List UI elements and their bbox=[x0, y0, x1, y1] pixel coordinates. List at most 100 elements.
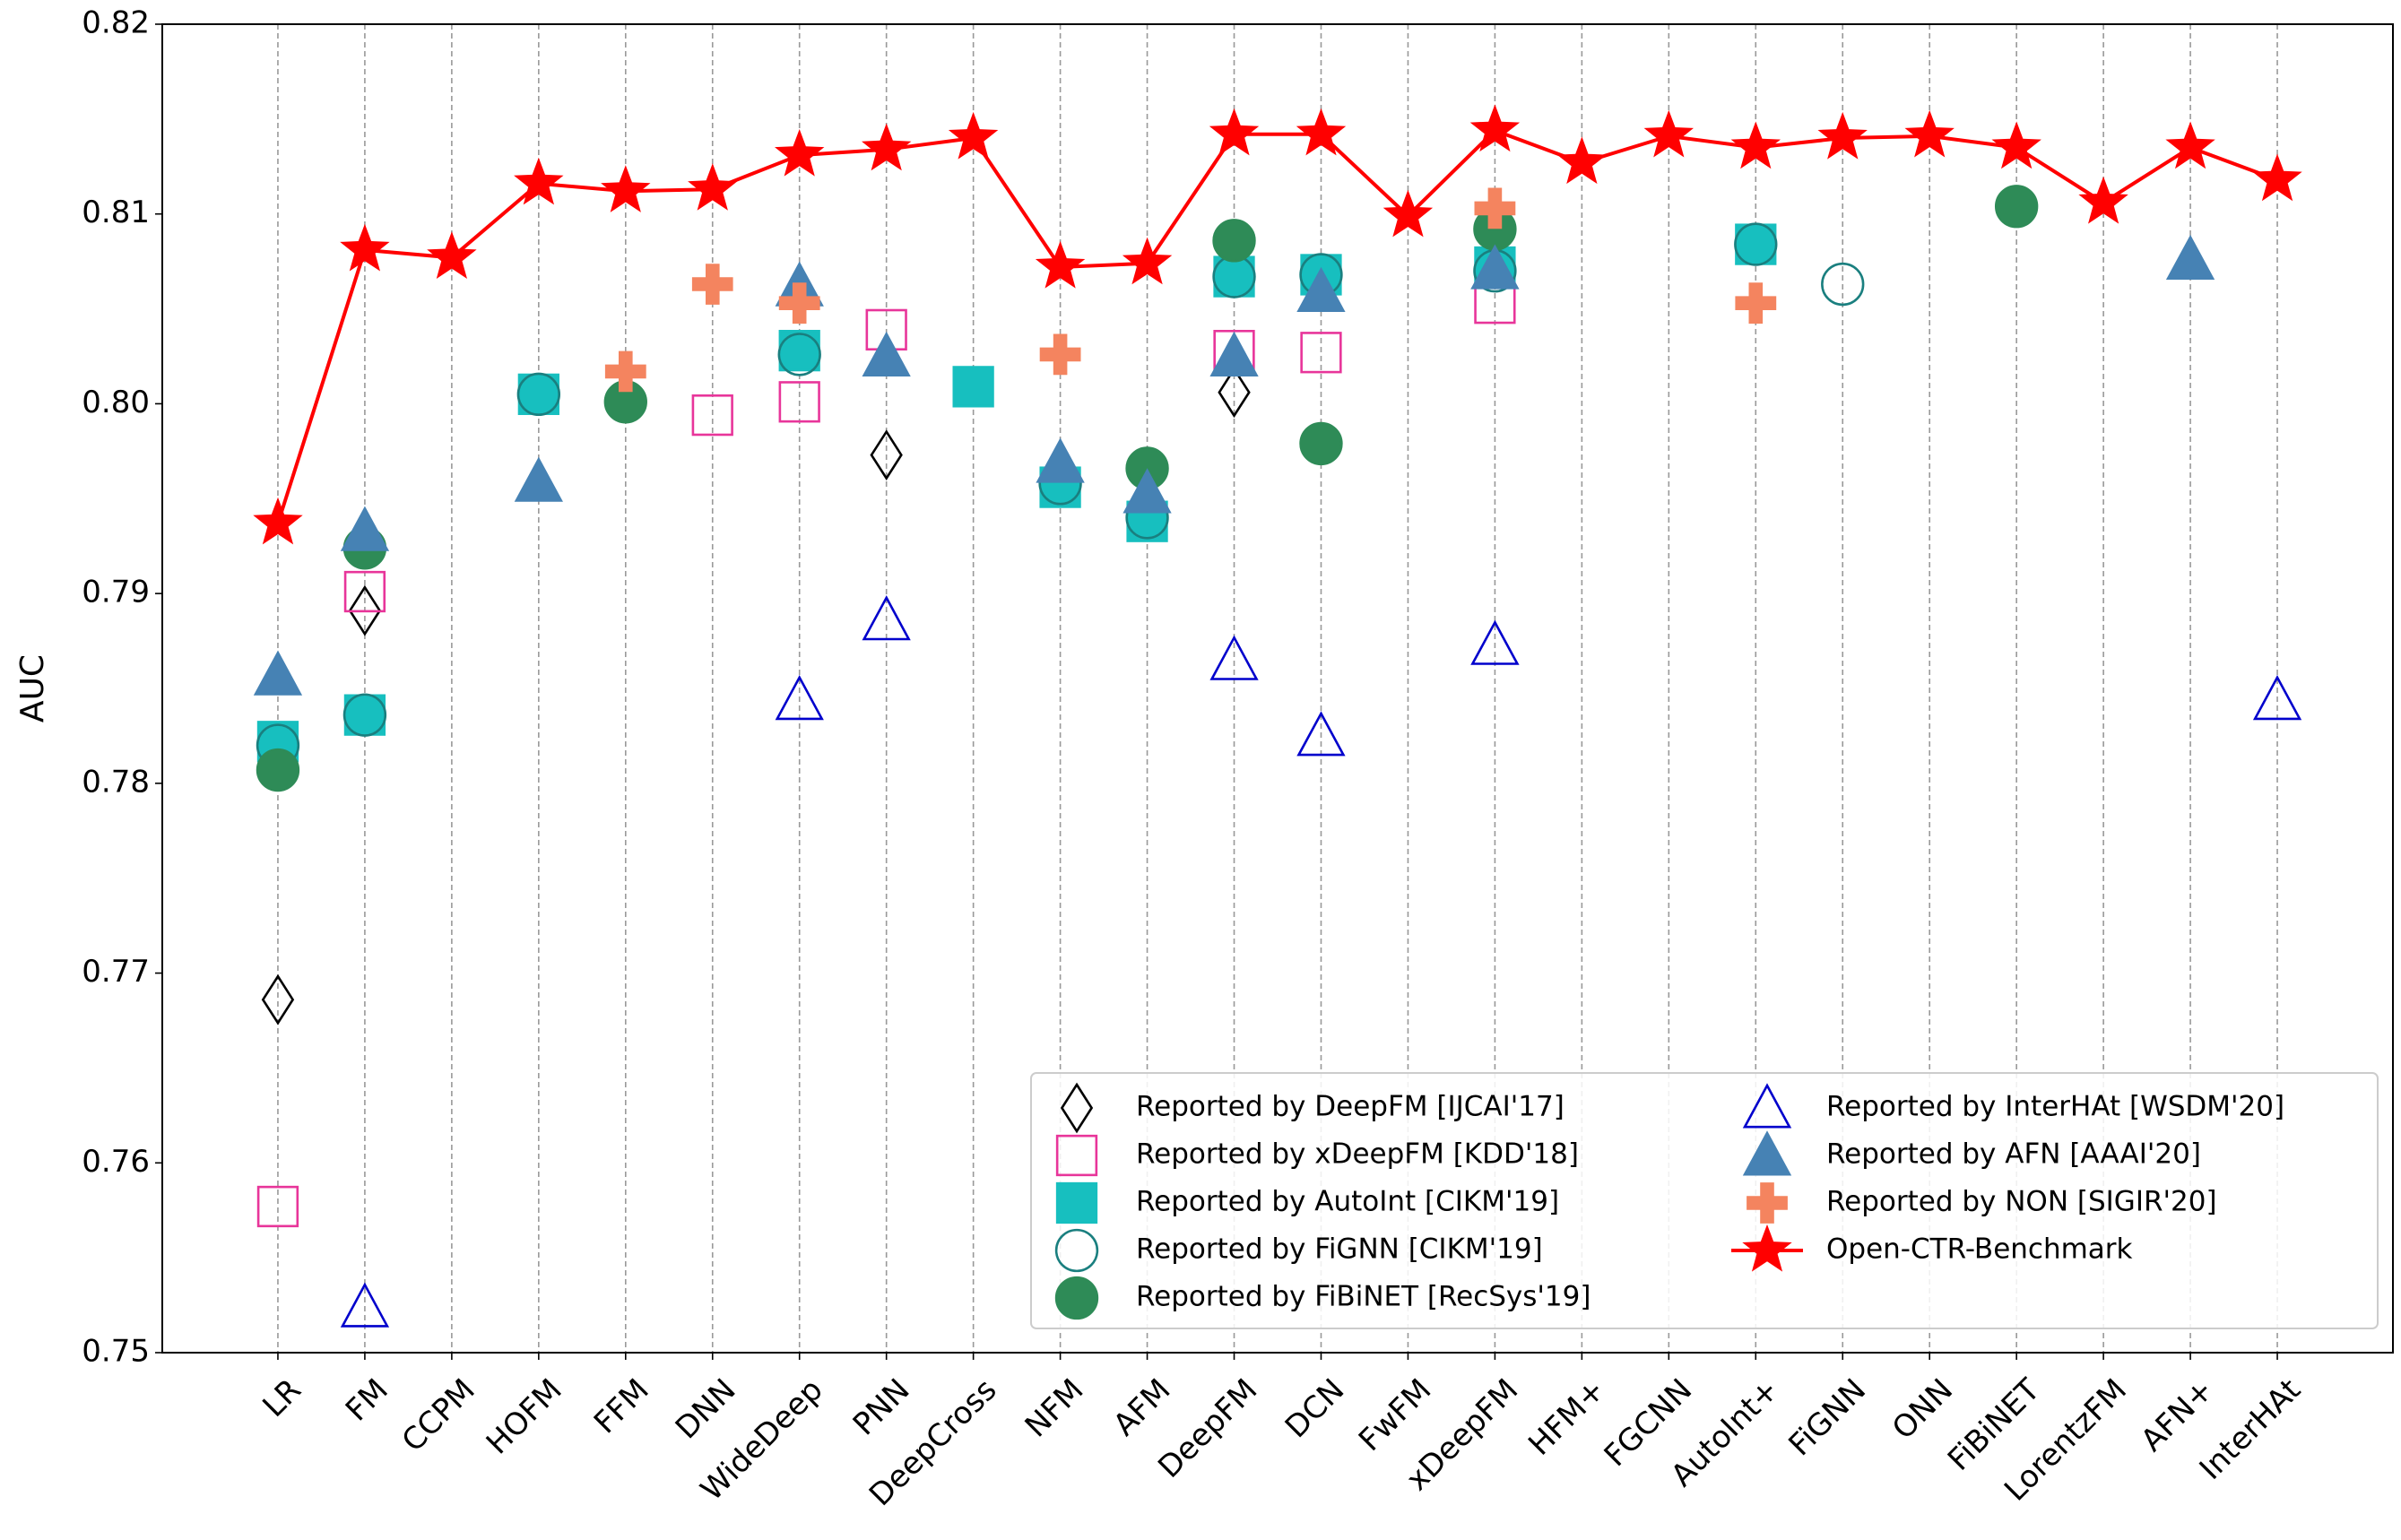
star-marker bbox=[2252, 153, 2302, 202]
star-marker bbox=[1556, 136, 1608, 185]
legend-marker bbox=[1055, 1134, 1098, 1177]
square-marker bbox=[691, 394, 733, 437]
legend-marker bbox=[1742, 1083, 1792, 1129]
x-tick-label: PNN bbox=[846, 1372, 917, 1443]
series-line bbox=[276, 128, 2278, 524]
star-marker bbox=[1817, 111, 1868, 160]
star-marker bbox=[2078, 176, 2128, 224]
triangle-marker bbox=[253, 650, 303, 696]
triangle-marker bbox=[340, 1282, 390, 1328]
plus-marker bbox=[778, 282, 820, 324]
legend-label: Reported by InterHAt [WSDM'20] bbox=[1826, 1091, 2284, 1123]
circle-marker bbox=[256, 748, 300, 792]
series bbox=[256, 185, 2039, 792]
legend-label: Reported by FiBiNET [RecSys'19] bbox=[1136, 1281, 1591, 1313]
diamond-marker bbox=[348, 584, 382, 636]
triangle-marker bbox=[2165, 234, 2215, 281]
star-marker bbox=[340, 223, 390, 272]
star-marker bbox=[1035, 240, 1086, 289]
star-marker bbox=[775, 129, 825, 177]
square-marker bbox=[1300, 332, 1342, 374]
legend-marker bbox=[1747, 1182, 1788, 1224]
star-marker bbox=[1904, 109, 1955, 158]
x-tick-label: CCPM bbox=[395, 1372, 482, 1459]
star-marker bbox=[1383, 189, 1434, 238]
plus-marker bbox=[1039, 333, 1081, 376]
series bbox=[256, 282, 1516, 1228]
legend-label: Reported by xDeepFM [KDD'18] bbox=[1136, 1138, 1579, 1171]
legend-marker bbox=[1054, 1228, 1099, 1273]
star-marker bbox=[1122, 237, 1173, 285]
x-tick-label: AFM bbox=[1106, 1372, 1177, 1443]
square-marker bbox=[256, 1185, 299, 1228]
plus-marker bbox=[1735, 282, 1777, 324]
y-axis-label: AUC bbox=[14, 654, 51, 722]
legend-label: Open-CTR-Benchmark bbox=[1826, 1233, 2133, 1266]
star-marker bbox=[688, 163, 738, 211]
circle-marker bbox=[516, 372, 561, 417]
star-marker bbox=[1296, 108, 1347, 156]
y-tick-label: 0.82 bbox=[82, 5, 150, 41]
circle-marker bbox=[1734, 222, 1778, 266]
legend-label: Reported by AutoInt [CIKM'19] bbox=[1136, 1186, 1559, 1218]
triangle-marker bbox=[862, 331, 911, 377]
x-tick-label: FFM bbox=[587, 1372, 656, 1441]
triangle-marker bbox=[862, 595, 911, 641]
star-marker bbox=[514, 157, 564, 205]
legend-marker bbox=[1742, 1130, 1792, 1176]
series bbox=[340, 595, 2302, 1328]
legend-label: Reported by NON [SIGIR'20] bbox=[1826, 1186, 2217, 1218]
y-tick-label: 0.81 bbox=[82, 195, 150, 230]
triangle-marker bbox=[514, 456, 563, 502]
legend-marker bbox=[1742, 1224, 1792, 1272]
x-tick-label: ONN bbox=[1885, 1372, 1960, 1447]
star-marker bbox=[1991, 121, 2041, 169]
star-marker bbox=[1730, 121, 1781, 169]
y-tick-label: 0.76 bbox=[82, 1144, 150, 1180]
plus-marker bbox=[1474, 187, 1516, 229]
triangle-marker bbox=[1209, 635, 1259, 680]
star-marker bbox=[601, 165, 651, 212]
x-tick-label: LR bbox=[256, 1372, 308, 1424]
y-tick-label: 0.78 bbox=[82, 764, 150, 800]
circle-marker bbox=[1299, 421, 1343, 466]
legend-marker bbox=[1054, 1276, 1099, 1320]
series bbox=[261, 367, 1251, 1025]
x-tick-label: DCN bbox=[1279, 1372, 1352, 1446]
plus-marker bbox=[604, 350, 646, 393]
star-marker bbox=[1643, 109, 1694, 158]
diamond-marker bbox=[1218, 367, 1251, 419]
x-tick-label: HOFM bbox=[480, 1372, 569, 1462]
star-marker bbox=[948, 111, 999, 160]
square-marker bbox=[778, 330, 820, 372]
x-tick-label: FM bbox=[339, 1372, 395, 1429]
plus-marker bbox=[691, 264, 733, 305]
triangle-marker bbox=[1296, 266, 1346, 313]
triangle-marker bbox=[1296, 711, 1346, 757]
triangle-marker bbox=[1470, 244, 1520, 290]
y-tick-label: 0.79 bbox=[82, 575, 150, 610]
circle-marker bbox=[342, 693, 387, 737]
star-marker bbox=[1209, 108, 1260, 156]
triangle-marker bbox=[1122, 468, 1172, 514]
series bbox=[253, 104, 2302, 545]
legend-label: Reported by AFN [AAAI'20] bbox=[1826, 1138, 2201, 1171]
series bbox=[256, 223, 1777, 763]
triangle-marker bbox=[1209, 331, 1259, 377]
legend-label: Reported by FiGNN [CIKM'19] bbox=[1136, 1233, 1543, 1266]
triangle-marker bbox=[340, 506, 390, 551]
legend-marker bbox=[1060, 1082, 1094, 1134]
legend-box bbox=[1030, 1072, 2379, 1329]
series bbox=[604, 187, 1777, 393]
x-tick-label: FiGNN bbox=[1781, 1372, 1873, 1464]
plot-frame bbox=[161, 23, 2394, 1354]
y-tick-label: 0.77 bbox=[82, 954, 150, 990]
star-marker bbox=[2165, 121, 2215, 169]
diamond-marker bbox=[870, 429, 903, 481]
y-tick-label: 0.75 bbox=[82, 1334, 150, 1370]
star-marker bbox=[427, 231, 477, 279]
diamond-marker bbox=[261, 973, 295, 1025]
star-marker bbox=[862, 123, 912, 171]
legend-label: Reported by DeepFM [IJCAI'17] bbox=[1136, 1091, 1565, 1123]
